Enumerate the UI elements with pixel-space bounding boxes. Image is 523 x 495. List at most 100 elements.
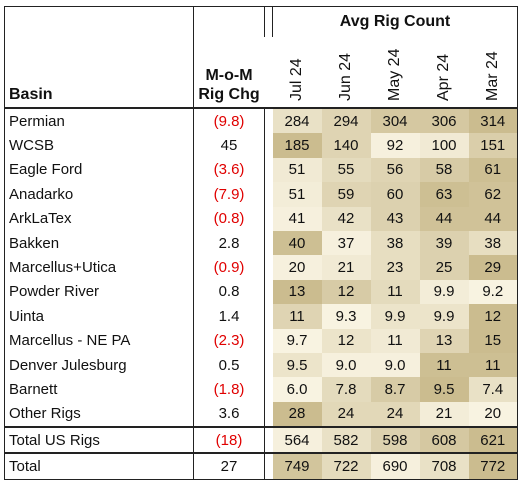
table-row: Barnett (1.8) 6.0 7.8 8.7 9.5 7.4 bbox=[4, 377, 519, 402]
mom-rig-change: (7.9) bbox=[193, 182, 265, 207]
gap-cell bbox=[264, 426, 273, 454]
rig-count-cell: 63 bbox=[419, 182, 469, 207]
rig-count-cell: 598 bbox=[370, 426, 420, 454]
rig-count-cell: 7.4 bbox=[468, 377, 519, 402]
mom-rig-change: 3.6 bbox=[193, 401, 265, 428]
rig-count-cell: 772 bbox=[468, 452, 519, 480]
gap-cell bbox=[264, 328, 273, 353]
rig-count-cell: 9.2 bbox=[468, 279, 519, 305]
rig-count-cell: 51 bbox=[272, 182, 322, 207]
basin-name: Marcellus+Utica bbox=[4, 255, 194, 280]
basin-name: Permian bbox=[4, 108, 194, 134]
rig-count-cell: 9.0 bbox=[321, 352, 371, 378]
rig-count-cell: 38 bbox=[370, 230, 420, 256]
rig-count-cell: 13 bbox=[419, 328, 469, 353]
mom-rig-change: 0.8 bbox=[193, 279, 265, 305]
header-mom-line2: Rig Chg bbox=[198, 86, 260, 103]
gap-cell bbox=[264, 352, 273, 378]
rig-count-cell: 24 bbox=[321, 401, 371, 428]
mom-rig-change: 0.5 bbox=[193, 352, 265, 378]
rig-count-cell: 60 bbox=[370, 182, 420, 207]
table-row: Powder River 0.8 13 12 11 9.9 9.2 bbox=[4, 279, 519, 305]
rig-count-cell: 12 bbox=[321, 279, 371, 305]
gap-cell bbox=[264, 377, 273, 402]
rig-count-cell: 151 bbox=[468, 133, 519, 158]
rig-count-cell: 51 bbox=[272, 157, 322, 183]
rig-count-cell: 708 bbox=[419, 452, 469, 480]
header-gap-lower bbox=[264, 37, 273, 109]
rig-count-cell: 621 bbox=[468, 426, 519, 454]
gap-cell bbox=[264, 230, 273, 256]
month-header: Jul 24 bbox=[272, 37, 322, 109]
rig-count-cell: 722 bbox=[321, 452, 371, 480]
mom-rig-change: (18) bbox=[193, 426, 265, 454]
rig-count-table: Basin M-o-M Rig Chg Avg Rig Count Jul 24… bbox=[4, 6, 519, 480]
mom-rig-change: (0.8) bbox=[193, 206, 265, 231]
rig-count-cell: 13 bbox=[272, 279, 322, 305]
rig-count-cell: 92 bbox=[370, 133, 420, 158]
table-row: Total US Rigs (18) 564 582 598 608 621 bbox=[4, 426, 519, 454]
rig-count-cell: 9.9 bbox=[419, 279, 469, 305]
month-label: Mar 24 bbox=[483, 51, 501, 101]
rig-count-cell: 25 bbox=[419, 255, 469, 280]
rig-count-cell: 11 bbox=[370, 328, 420, 353]
mom-rig-change: 45 bbox=[193, 133, 265, 158]
gap-cell bbox=[264, 304, 273, 329]
rig-count-cell: 8.7 bbox=[370, 377, 420, 402]
gap-cell bbox=[264, 133, 273, 158]
mom-rig-change: 27 bbox=[193, 452, 265, 480]
month-label: May 24 bbox=[386, 48, 403, 101]
rig-count-cell: 39 bbox=[419, 230, 469, 256]
rig-count-cell: 100 bbox=[419, 133, 469, 158]
gap-cell bbox=[264, 206, 273, 231]
rig-count-cell: 306 bbox=[419, 108, 469, 134]
rig-count-cell: 9.5 bbox=[272, 352, 322, 378]
rig-count-cell: 41 bbox=[272, 206, 322, 231]
rig-count-cell: 9.5 bbox=[419, 377, 469, 402]
table-row: Anadarko (7.9) 51 59 60 63 62 bbox=[4, 182, 519, 207]
gap-cell bbox=[264, 182, 273, 207]
rig-count-cell: 21 bbox=[321, 255, 371, 280]
mom-rig-change: 2.8 bbox=[193, 230, 265, 256]
table-row: Uinta 1.4 11 9.3 9.9 9.9 12 bbox=[4, 304, 519, 329]
rig-count-cell: 11 bbox=[370, 279, 420, 305]
rig-count-cell: 21 bbox=[419, 401, 469, 428]
mom-rig-change: 1.4 bbox=[193, 304, 265, 329]
month-header: Jun 24 bbox=[321, 37, 371, 109]
rig-count-cell: 37 bbox=[321, 230, 371, 256]
rig-count-cell: 12 bbox=[468, 304, 519, 329]
month-header: Apr 24 bbox=[419, 37, 469, 109]
rig-count-cell: 608 bbox=[419, 426, 469, 454]
basin-name: Anadarko bbox=[4, 182, 194, 207]
basin-name: Denver Julesburg bbox=[4, 352, 194, 378]
basin-name: Bakken bbox=[4, 230, 194, 256]
month-label: Jul 24 bbox=[288, 58, 305, 101]
rig-count-cell: 44 bbox=[419, 206, 469, 231]
header-mom-line1: M-o-M bbox=[205, 67, 253, 84]
rig-count-cell: 15 bbox=[468, 328, 519, 353]
gap-cell bbox=[264, 108, 273, 134]
table-row: Eagle Ford (3.6) 51 55 56 58 61 bbox=[4, 157, 519, 183]
rig-count-cell: 12 bbox=[321, 328, 371, 353]
rig-count-cell: 284 bbox=[272, 108, 322, 134]
table-row: Total 27 749 722 690 708 772 bbox=[4, 452, 519, 480]
table-row: Other Rigs 3.6 28 24 24 21 20 bbox=[4, 401, 519, 428]
rig-count-cell: 56 bbox=[370, 157, 420, 183]
table-row: WCSB 45 185 140 92 100 151 bbox=[4, 133, 519, 158]
rig-count-cell: 59 bbox=[321, 182, 371, 207]
table-row: Bakken 2.8 40 37 38 39 38 bbox=[4, 230, 519, 256]
rig-count-cell: 294 bbox=[321, 108, 371, 134]
rig-count-cell: 28 bbox=[272, 401, 322, 428]
rig-count-cell: 749 bbox=[272, 452, 322, 480]
rig-count-cell: 690 bbox=[370, 452, 420, 480]
gap-cell bbox=[264, 401, 273, 428]
rig-count-cell: 44 bbox=[468, 206, 519, 231]
rig-count-cell: 11 bbox=[419, 352, 469, 378]
basin-name: Total US Rigs bbox=[4, 426, 194, 454]
rig-count-cell: 38 bbox=[468, 230, 519, 256]
rig-count-cell: 11 bbox=[272, 304, 322, 329]
rig-count-cell: 29 bbox=[468, 255, 519, 280]
rig-count-cell: 9.9 bbox=[370, 304, 420, 329]
rig-count-cell: 24 bbox=[370, 401, 420, 428]
